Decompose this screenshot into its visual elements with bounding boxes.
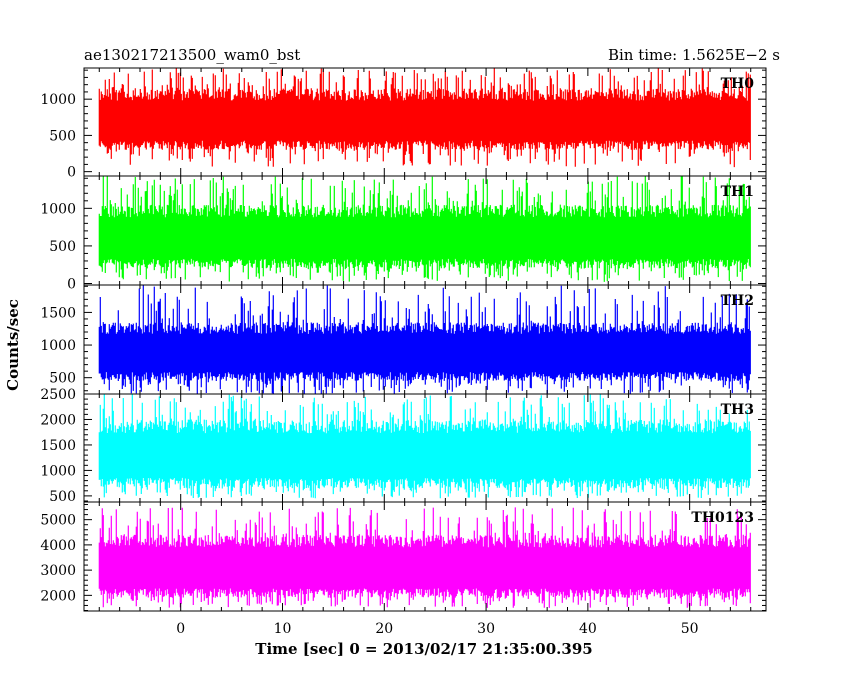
y-tick-label: 500 (49, 128, 76, 144)
x-tick-label: 50 (681, 621, 699, 637)
x-axis-label: Time [sec] 0 = 2013/02/17 21:35:00.395 (255, 640, 592, 658)
y-tick-label: 4000 (40, 538, 76, 554)
panel-th1: 0 500 1000 TH1 (40, 175, 767, 292)
y-axis-label: Counts/sec (4, 299, 22, 391)
y-tick-label: 3000 (40, 563, 76, 579)
bin-time-label: Bin time: 1.5625E−2 s (608, 46, 780, 64)
x-tick-label: 10 (274, 621, 292, 637)
y-tick-label: 2000 (40, 412, 76, 428)
x-tick-label: 20 (375, 621, 393, 637)
chart-title: ae130217213500_wam0_bst (84, 46, 300, 64)
y-tick-label: 1000 (40, 201, 76, 217)
y-tick-label: 1500 (40, 305, 76, 321)
y-tick-label: 1000 (40, 463, 76, 479)
y-tick-label: 1500 (40, 438, 76, 454)
y-tick-label: 2000 (40, 588, 76, 604)
series-trace-th1 (98, 176, 751, 282)
panel-th2: 500 1000 1500 TH2 (40, 284, 767, 395)
x-tick-label: 0 (176, 621, 185, 637)
y-tick-label: 1000 (40, 338, 76, 354)
panels-group: 05001000TH005001000TH150010001500TH25001… (40, 67, 767, 637)
panel-name-th0: TH0 (721, 76, 755, 92)
series-trace-th0123 (98, 507, 751, 608)
y-tick-label: 500 (49, 371, 76, 387)
y-tick-label: 500 (49, 489, 76, 505)
series-trace-th3 (98, 394, 751, 499)
series-trace-th2 (98, 285, 751, 394)
y-tick-label: 500 (49, 239, 76, 255)
y-tick-label: 2500 (40, 387, 76, 403)
series-trace-th0 (98, 68, 751, 168)
x-tick-label: 40 (579, 621, 597, 637)
x-tick-label: 30 (477, 621, 495, 637)
panel-th0123: 2000 3000 4000 5000 TH0123 (40, 501, 767, 612)
panel-th3: 500 1000 1500 2000 2500 TH3 (40, 387, 767, 505)
y-tick-label: 0 (67, 276, 76, 292)
y-tick-label: 0 (67, 165, 76, 181)
panel-name-th0123: TH0123 (691, 510, 754, 526)
y-tick-label: 1000 (40, 92, 76, 108)
panel-name-th3: TH3 (721, 402, 754, 418)
panel-name-th2: TH2 (721, 293, 754, 309)
panel-name-th1: TH1 (721, 184, 754, 200)
y-tick-label: 5000 (40, 513, 76, 529)
panel-th0: 0 500 1000 TH0 (40, 67, 767, 181)
